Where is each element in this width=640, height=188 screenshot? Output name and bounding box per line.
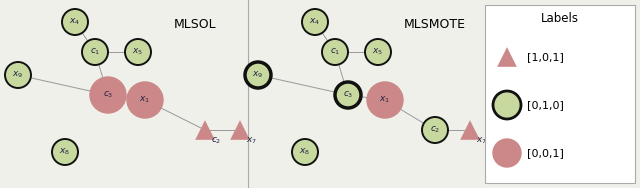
Point [465,128,475,131]
Text: $x_4$: $x_4$ [309,17,321,27]
Circle shape [302,9,328,35]
Circle shape [367,82,403,118]
Text: MLSMOTE: MLSMOTE [404,18,466,31]
Text: $x_7$: $x_7$ [246,135,257,146]
Point [200,128,210,131]
Circle shape [52,139,78,165]
Circle shape [292,139,318,165]
Point [502,55,512,58]
Circle shape [127,82,163,118]
Text: $c_1$: $c_1$ [90,47,100,57]
Text: $x_7$: $x_7$ [476,135,487,146]
Text: $x_9$: $x_9$ [12,70,24,80]
Text: $c_3$: $c_3$ [343,90,353,100]
Circle shape [322,39,348,65]
Circle shape [82,39,108,65]
Text: $x_8$: $x_8$ [300,147,310,157]
Text: $c_3$: $c_3$ [103,90,113,100]
Text: $c_2$: $c_2$ [430,125,440,135]
Circle shape [335,82,361,108]
Text: Labels: Labels [541,12,579,26]
Circle shape [422,117,448,143]
Text: [0,1,0]: [0,1,0] [527,100,564,110]
Circle shape [365,39,391,65]
FancyBboxPatch shape [485,5,635,183]
Circle shape [90,77,126,113]
Circle shape [493,91,521,119]
Circle shape [5,62,31,88]
Circle shape [62,9,88,35]
Text: $x_8$: $x_8$ [60,147,70,157]
Text: [1,0,1]: [1,0,1] [527,52,564,62]
Text: MLSOL: MLSOL [173,18,216,31]
Text: $c_1$: $c_1$ [330,47,340,57]
Point [235,128,245,131]
Text: $x_1$: $x_1$ [140,95,150,105]
Text: $x_5$: $x_5$ [132,47,143,57]
Text: $x_9$: $x_9$ [252,70,264,80]
Text: $x_1$: $x_1$ [380,95,390,105]
Circle shape [125,39,151,65]
Text: [0,0,1]: [0,0,1] [527,148,564,158]
Text: $c_2$: $c_2$ [211,135,221,146]
Text: $x_5$: $x_5$ [372,47,383,57]
Circle shape [245,62,271,88]
Circle shape [493,139,521,167]
Text: $x_4$: $x_4$ [69,17,81,27]
